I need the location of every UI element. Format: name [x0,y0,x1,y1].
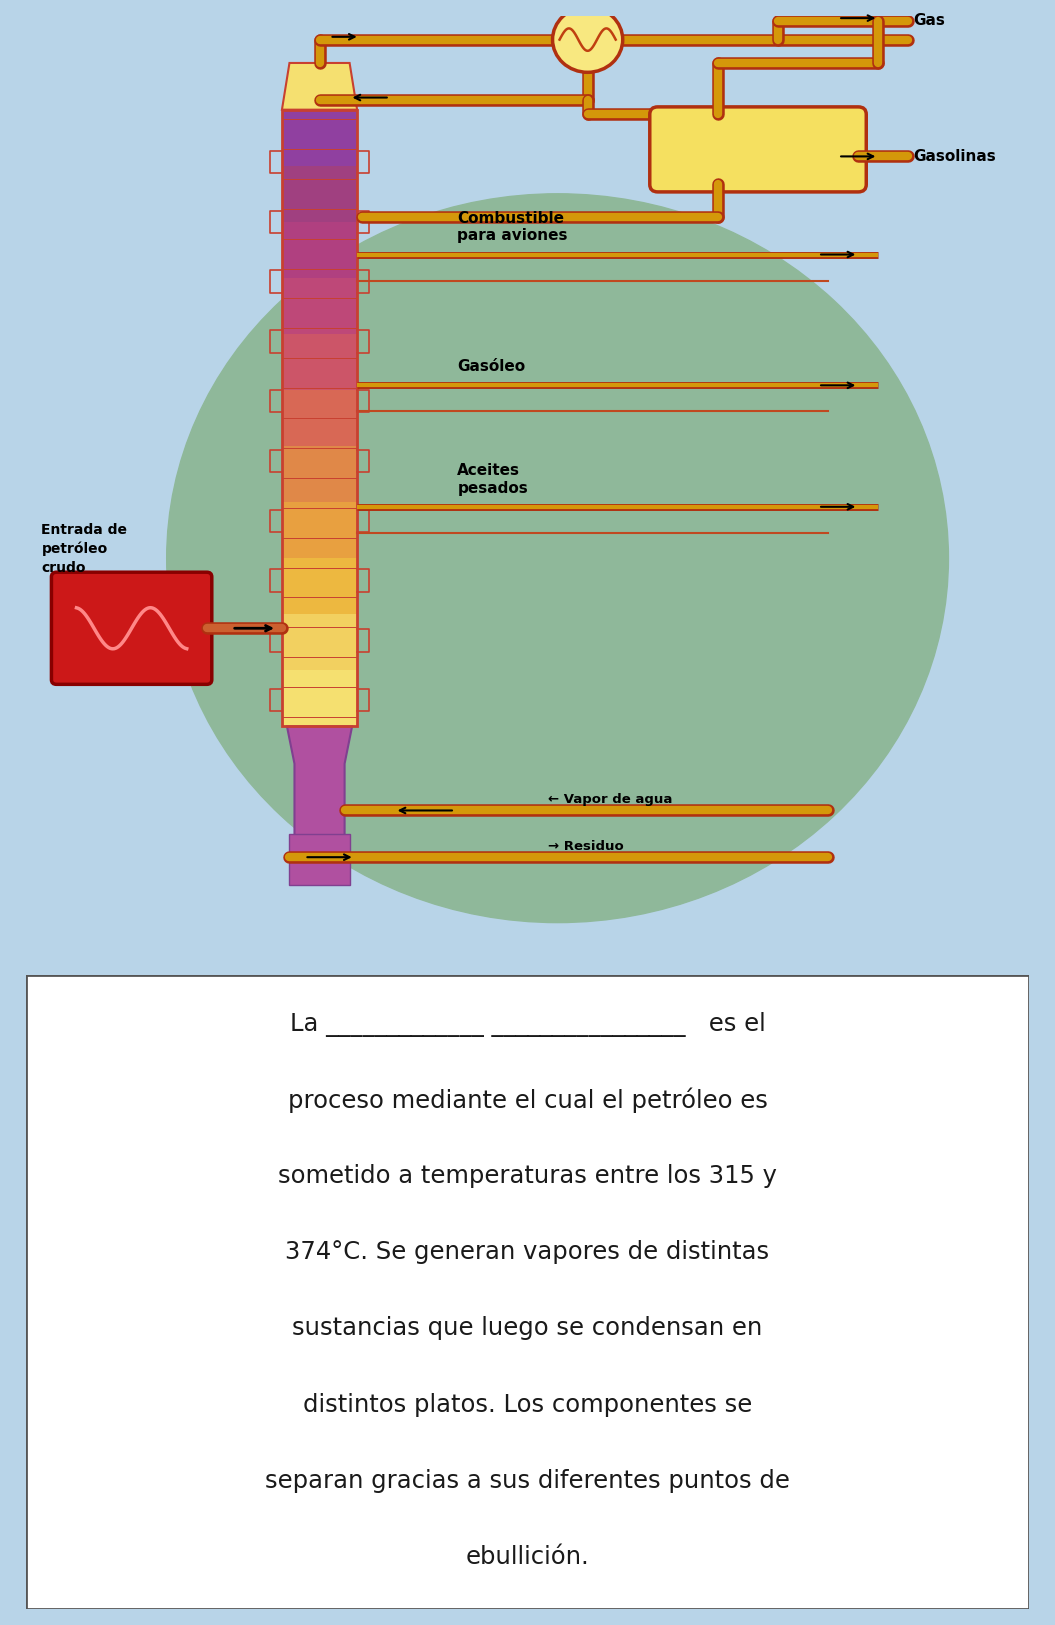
Text: ebullición.: ebullición. [465,1545,590,1568]
Text: ← Vapor de agua: ← Vapor de agua [548,793,672,806]
Text: separan gracias a sus diferentes puntos de: separan gracias a sus diferentes puntos … [265,1469,790,1493]
FancyBboxPatch shape [52,572,212,684]
Text: → Residuo: → Residuo [548,840,624,853]
Bar [282,559,357,614]
FancyBboxPatch shape [650,107,866,192]
Text: Aceites
pesados: Aceites pesados [458,463,529,496]
Circle shape [553,6,622,71]
Bar [282,502,357,559]
Bar [289,834,349,886]
Text: Gasolinas: Gasolinas [914,150,996,164]
Bar [282,221,357,278]
Text: La _____________ ________________   es el: La _____________ ________________ es el [290,1012,765,1037]
Bar [282,166,357,221]
Bar [282,670,357,726]
Text: Combustible
para aviones: Combustible para aviones [458,211,568,244]
Text: Gasóleo: Gasóleo [458,359,525,374]
Text: proceso mediante el cual el petróleo es: proceso mediante el cual el petróleo es [288,1087,767,1113]
Bar [282,278,357,335]
Bar [282,445,357,502]
Text: Entrada de
petróleo
crudo: Entrada de petróleo crudo [41,523,128,575]
Polygon shape [287,726,352,838]
Text: sustancias que luego se condensan en: sustancias que luego se condensan en [292,1316,763,1341]
Circle shape [167,193,948,923]
Text: 374°C. Se generan vapores de distintas: 374°C. Se generan vapores de distintas [286,1240,769,1264]
Text: Gas: Gas [914,13,945,28]
Bar [282,111,357,726]
Bar [282,111,357,166]
Bar [282,614,357,670]
Bar [282,390,357,445]
Text: sometido a temperaturas entre los 315 y: sometido a temperaturas entre los 315 y [279,1165,776,1188]
Text: distintos platos. Los componentes se: distintos platos. Los componentes se [303,1393,752,1417]
Polygon shape [282,63,357,110]
Bar [282,335,357,390]
